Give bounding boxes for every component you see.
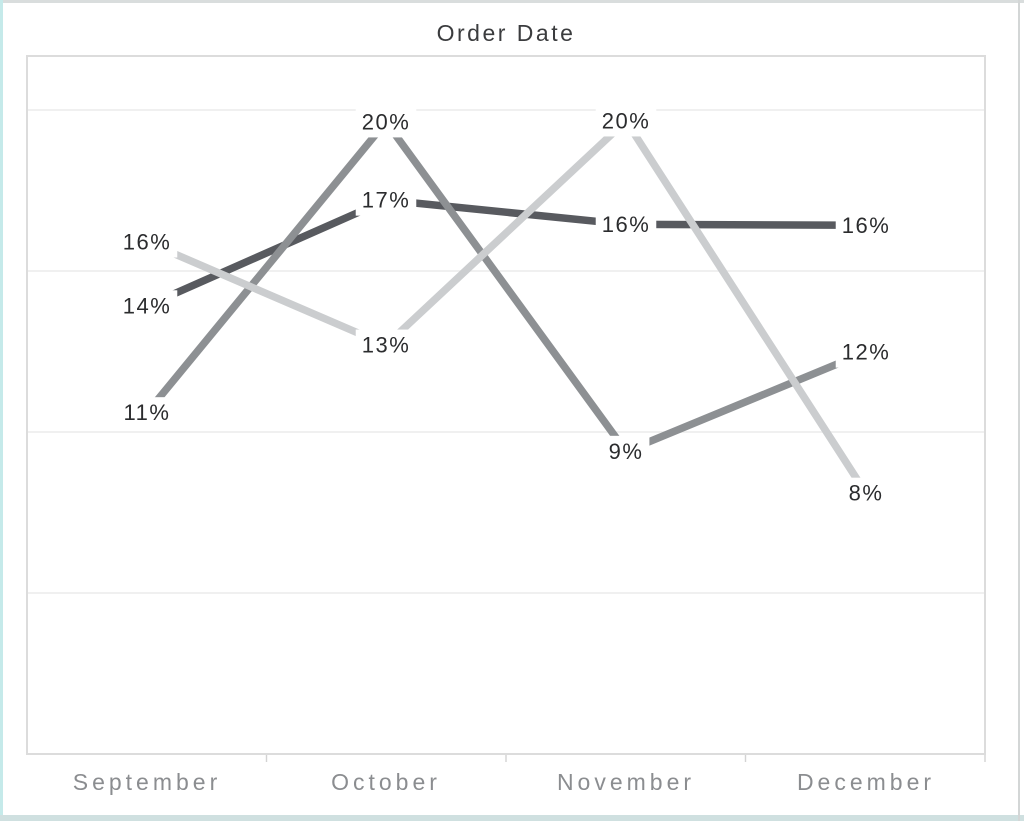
data-label-halo — [595, 208, 657, 240]
data-label: 20% — [362, 109, 411, 134]
data-label: 13% — [362, 333, 411, 358]
x-axis-label-december[interactable]: December — [797, 769, 935, 795]
data-label-halo — [835, 336, 897, 368]
chart-title: Order Date — [436, 20, 576, 46]
window-frame-left — [0, 0, 3, 821]
window-frame-right — [1018, 0, 1020, 821]
data-label: 12% — [842, 340, 891, 365]
data-label: 14% — [123, 293, 172, 318]
data-label-halo — [842, 477, 890, 509]
x-axis-label-october[interactable]: October — [331, 769, 441, 795]
plot-area — [27, 56, 985, 754]
data-label-halo — [355, 329, 417, 361]
data-label: 11% — [124, 400, 171, 425]
data-label: 16% — [123, 230, 172, 255]
plot-border — [26, 55, 986, 755]
window-frame-bottom — [0, 815, 1024, 821]
data-label: 20% — [602, 108, 651, 133]
trend-line-series-1-dark[interactable] — [145, 196, 867, 310]
trend-line-series-2-medium[interactable] — [144, 118, 868, 456]
data-label: 16% — [842, 213, 891, 238]
data-label-halo — [116, 226, 178, 258]
trend-line-series-3-light[interactable] — [145, 117, 870, 496]
data-label: 17% — [362, 188, 411, 213]
data-label-halo — [355, 106, 417, 138]
data-label-halo — [595, 105, 657, 137]
data-label-halo — [835, 209, 897, 241]
data-label-halo — [602, 435, 650, 467]
x-axis-label-september[interactable]: September — [73, 769, 222, 795]
data-label: 8% — [849, 481, 884, 506]
data-label-halo — [116, 290, 178, 322]
data-label-halo — [117, 397, 177, 429]
x-axis-label-november[interactable]: November — [557, 769, 695, 795]
data-label: 9% — [609, 439, 644, 464]
data-label-halo — [355, 184, 417, 216]
data-label: 16% — [602, 212, 651, 237]
window-frame-top — [0, 0, 1024, 3]
